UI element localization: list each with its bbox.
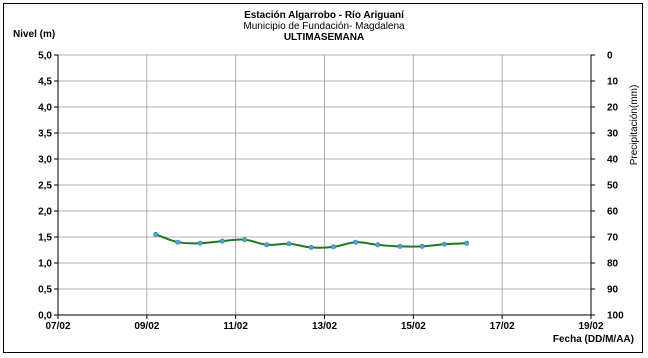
y2-tick-label: 50 [607, 181, 619, 192]
y-tick-label: 0,5 [38, 285, 52, 296]
y-tick-label: 1,0 [38, 259, 52, 270]
data-point [375, 242, 381, 248]
data-point [441, 241, 447, 247]
data-point [219, 238, 225, 244]
y-tick-label: 0,0 [38, 311, 52, 322]
x-tick-label: 17/02 [490, 321, 515, 332]
y2-tick-label: 30 [607, 129, 619, 140]
chart-title: Estación Algarrobo - Río Ariguaní [244, 10, 404, 21]
data-point [197, 240, 203, 246]
data-point [353, 239, 359, 245]
x-tick-label: 15/02 [401, 321, 426, 332]
y2-tick-label: 70 [607, 233, 619, 244]
y-axis-label: Nivel (m) [13, 29, 55, 40]
y-tick-label: 2,0 [38, 207, 52, 218]
data-point [175, 239, 181, 245]
data-point [464, 240, 470, 246]
y2-tick-label: 40 [607, 155, 619, 166]
y-tick-label: 4,0 [38, 103, 52, 114]
y-tick-label: 3,0 [38, 155, 52, 166]
level-chart: 0,00,51,01,52,02,53,03,54,04,55,01009080… [13, 29, 640, 345]
chart-frame: Estación Algarrobo - Río Ariguaní Munici… [3, 3, 643, 353]
data-point [242, 237, 248, 243]
chart-subtitle: Municipio de Fundación- Magdalena [243, 21, 405, 32]
y-tick-label: 3,5 [38, 129, 52, 140]
x-tick-label: 19/02 [578, 321, 603, 332]
y2-tick-label: 90 [607, 285, 619, 296]
data-point [286, 241, 292, 247]
data-point [153, 231, 159, 237]
chart-title-block: Estación Algarrobo - Río Ariguaní Munici… [4, 10, 644, 43]
x-tick-label: 07/02 [45, 321, 70, 332]
x-tick-label: 11/02 [223, 321, 248, 332]
x-axis-label: Fecha (DD/M/AA) [553, 334, 634, 345]
y-tick-label: 1,5 [38, 233, 52, 244]
y2-tick-label: 60 [607, 207, 619, 218]
y2-tick-label: 10 [607, 77, 619, 88]
data-point [308, 244, 314, 250]
data-point [397, 243, 403, 249]
y-tick-label: 4,5 [38, 77, 52, 88]
x-tick-label: 09/02 [134, 321, 159, 332]
y2-axis-label: Precipitación(mm) [629, 85, 640, 166]
y2-tick-label: 20 [607, 103, 619, 114]
data-point [264, 242, 270, 248]
y-tick-label: 2,5 [38, 181, 52, 192]
data-point [419, 243, 425, 249]
y2-tick-label: 100 [607, 311, 624, 322]
y2-tick-label: 80 [607, 259, 619, 270]
y2-tick-label: 0 [607, 51, 613, 62]
y-tick-label: 5,0 [38, 51, 52, 62]
x-tick-label: 13/02 [312, 321, 337, 332]
chart-period: ULTIMASEMANA [283, 32, 365, 43]
data-point [330, 244, 336, 250]
